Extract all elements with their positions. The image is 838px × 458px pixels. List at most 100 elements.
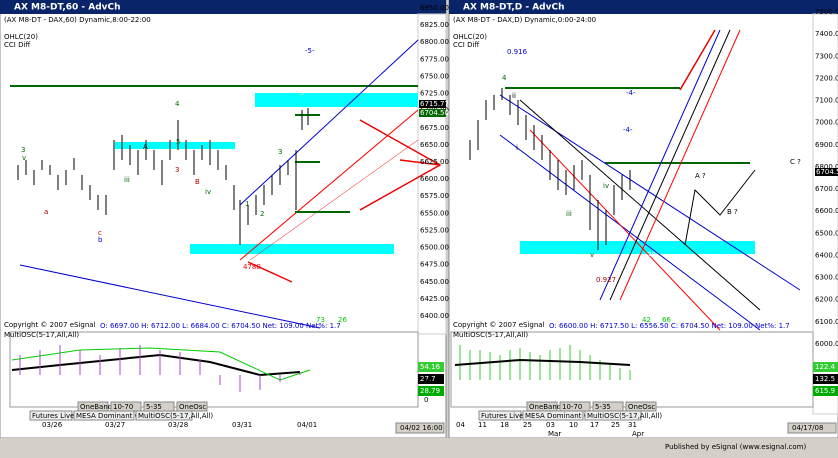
date-label: 03/31 <box>232 421 252 429</box>
wave-label: 1 <box>245 200 249 208</box>
tab-label: MESA Dominant Cycle(... <box>76 412 163 420</box>
tab[interactable] <box>522 410 584 421</box>
osc-tag-bg <box>418 386 444 396</box>
osc-button-label: 10-70 <box>113 403 133 411</box>
chart-header: (AX M8-DT - DAX,60) Dynamic,8:00-22:00 <box>4 16 151 24</box>
price-tag-bg <box>815 168 838 176</box>
tab[interactable] <box>29 410 73 421</box>
price-label: 6700.00 <box>815 185 838 193</box>
wave-label: 4 <box>175 100 180 108</box>
wave-label: iii <box>124 176 130 184</box>
window-title: AX M8-DT,60 - AdvCh <box>14 3 121 13</box>
price-label: 6750.00 <box>420 72 449 80</box>
tab-label: Futures Live <box>32 412 74 420</box>
right-price-axis <box>812 13 838 415</box>
wave-label: 5 <box>176 138 180 146</box>
price-tag: 6704.5 <box>816 168 838 176</box>
tab-label: Futures Live <box>481 412 523 420</box>
osc-tag: 27.7 <box>420 375 436 383</box>
indicator-label: CCI Diff <box>4 41 30 49</box>
price-label: 6425.00 <box>420 295 449 303</box>
date-label: 25 <box>611 421 620 429</box>
osc-axis-label: 100 <box>424 378 437 386</box>
price-tag: 6715.77 <box>420 100 449 108</box>
wave-label: iii <box>566 210 572 218</box>
wave-label: B ? <box>727 208 738 216</box>
left-titlebar[interactable] <box>0 0 446 14</box>
wave-label: 66 <box>662 316 671 324</box>
right-osc-pane <box>450 331 814 408</box>
wave-label: 3 <box>21 146 25 154</box>
price-label: 6200.00 <box>815 296 838 304</box>
osc-tag-bg <box>813 386 838 396</box>
right-drawings <box>454 29 801 380</box>
wave-label: 3 <box>278 148 282 156</box>
osc-axis-label: 0 <box>424 396 428 404</box>
osc-button-label: OneOsc <box>179 403 206 411</box>
price-label: 7100.00 <box>815 97 838 105</box>
price-label: 6775.00 <box>420 55 449 63</box>
price-label: 6650.00 <box>420 141 449 149</box>
date-label: 03/26 <box>42 421 63 429</box>
copyright: Copyright © 2007 eSignal <box>4 321 96 329</box>
date-label: 04 <box>456 421 465 429</box>
date-label: 25 <box>523 421 532 429</box>
tab[interactable] <box>73 410 135 421</box>
price-label: 6475.00 <box>420 261 449 269</box>
osc-button-label: 5-35 <box>595 403 611 411</box>
wave-label: i <box>516 144 518 152</box>
right-titlebar[interactable] <box>449 0 838 14</box>
osc-title: MultiOSC(5-17,All,All) <box>4 331 79 339</box>
wave-label: -5- <box>305 47 315 55</box>
osc-tag: 122.4 <box>815 363 836 371</box>
price-label: 7400.00 <box>815 30 838 38</box>
osc-tag: 54.16 <box>420 363 441 371</box>
wave-label: 5 <box>300 89 304 97</box>
price-label: 7300.00 <box>815 52 838 60</box>
indicator-label: OHLC(20) <box>453 33 487 41</box>
wave-label: -4- <box>626 89 636 97</box>
wave-label: C ? <box>790 158 801 166</box>
osc-button-label: OneBand <box>80 403 112 411</box>
price-label: 6100.00 <box>815 318 838 326</box>
ohlc-readout: O: 6600.00 H: 6717.50 L: 6556.50 C: 6704… <box>549 322 790 330</box>
date-label: 03 <box>546 421 555 429</box>
price-label: 6625.00 <box>420 158 449 166</box>
price-label: 6575.00 <box>420 192 449 200</box>
tab-label: MultiOSC(5-17,All,All) <box>587 412 662 420</box>
price-label: 6450.00 <box>420 278 449 286</box>
wave-label: ii <box>512 92 516 100</box>
price-label: 6500.00 <box>815 229 838 237</box>
price-label: 6525.00 <box>420 226 449 234</box>
wave-label: 4780 <box>243 263 261 271</box>
wave-label: 0.927 <box>596 276 616 284</box>
osc-tag-bg <box>813 374 838 384</box>
wave-label: 3 <box>175 166 179 174</box>
wave-label: 3 <box>587 264 591 272</box>
tab[interactable] <box>478 410 522 421</box>
price-label: 6850.00 <box>420 4 449 12</box>
tab[interactable] <box>135 410 193 421</box>
osc-tag: 615.9 <box>815 387 835 395</box>
osc-button-label: OneBand <box>529 403 561 411</box>
wave-label: 4 <box>502 74 507 82</box>
text-layer: AX M8-DT,60 - AdvCh (AX M8-DT - DAX,60) D… <box>4 3 838 451</box>
wave-label: v <box>590 251 594 259</box>
osc-title: MultiOSC(5-17,All,All) <box>453 331 528 339</box>
osc-tag-bg <box>418 362 444 372</box>
wave-label: B <box>195 178 200 186</box>
wave-label: a <box>44 208 48 216</box>
price-label: 6500.00 <box>420 244 449 252</box>
wave-label: A ? <box>695 172 706 180</box>
osc-button-label: OneOsc <box>628 403 655 411</box>
price-label: 6400.00 <box>815 251 838 259</box>
date-label: 10 <box>569 421 578 429</box>
wave-label: c <box>98 229 102 237</box>
price-label: 6725.00 <box>420 90 449 98</box>
tab[interactable] <box>584 410 642 421</box>
tab-label: MESA Dominant Cycle(... <box>525 412 612 420</box>
price-label: 6400.00 <box>420 312 449 320</box>
price-label: 6800.00 <box>815 163 838 171</box>
wave-label: 42 <box>642 316 651 324</box>
